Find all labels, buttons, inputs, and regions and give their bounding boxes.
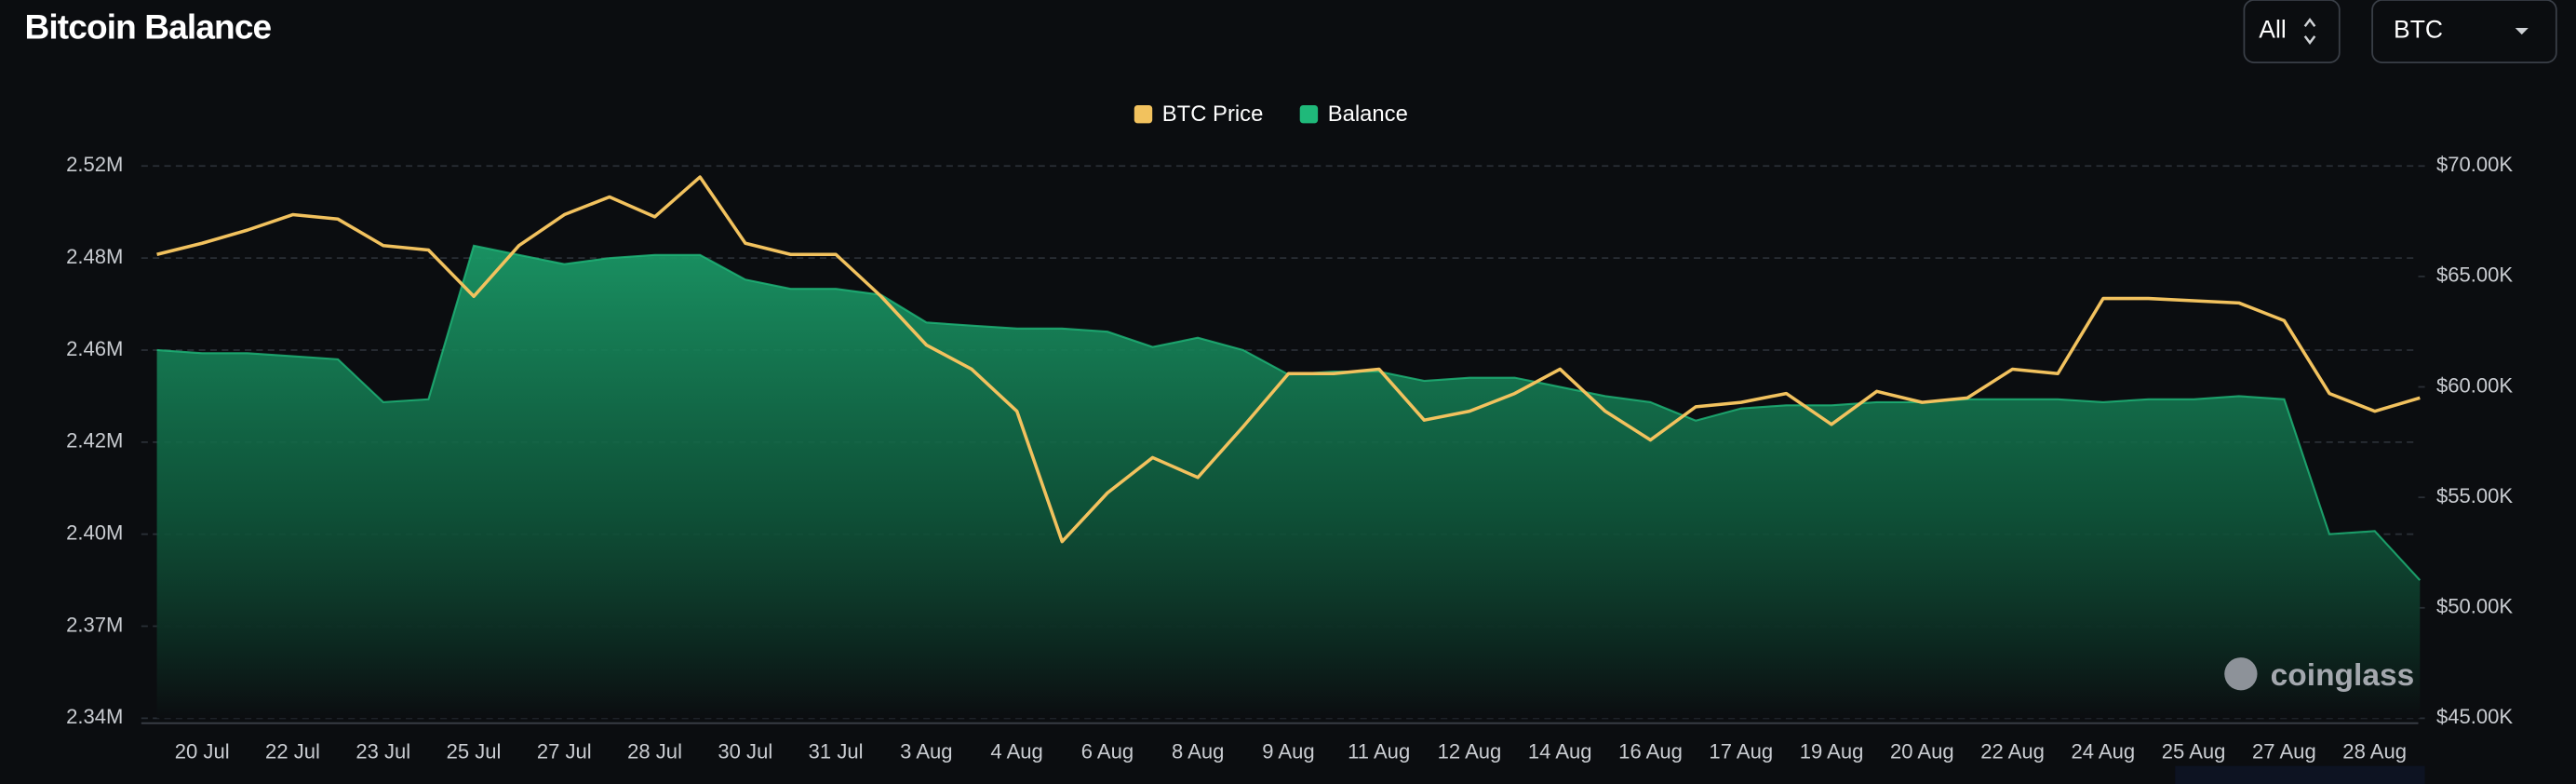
y-tick-label: 2.37M: [66, 613, 123, 636]
range-select-icon: [2303, 18, 2316, 45]
y2-tick-label: $70.00K: [2436, 153, 2513, 176]
x-tick-label: 28 Jul: [627, 739, 682, 763]
scroll-hint: [2175, 765, 2425, 784]
legend-swatch: [1299, 104, 1319, 124]
y-tick-label: 2.34M: [66, 705, 123, 728]
y-tick-label: 2.46M: [66, 337, 123, 360]
legend-label: Balance: [1328, 101, 1408, 127]
page-title: Bitcoin Balance: [24, 7, 271, 47]
y2-tick-label: $65.00K: [2436, 264, 2513, 287]
x-tick-label: 25 Aug: [2162, 739, 2226, 763]
y-tick-label: 2.40M: [66, 521, 123, 545]
x-tick-label: 19 Aug: [1800, 739, 1864, 763]
y2-tick-label: $60.00K: [2436, 373, 2513, 397]
x-tick-label: 17 Aug: [1709, 739, 1773, 763]
watermark-logo: [2224, 657, 2258, 691]
watermark-text: coinglass: [2271, 658, 2415, 693]
x-tick-label: 31 Jul: [809, 739, 864, 763]
y-tick-label: 2.52M: [66, 153, 123, 176]
x-tick-label: 23 Jul: [356, 739, 410, 763]
x-tick-label: 9 Aug: [1262, 739, 1314, 763]
x-tick-label: 12 Aug: [1438, 739, 1502, 763]
x-tick-label: 14 Aug: [1528, 739, 1592, 763]
x-tick-label: 16 Aug: [1618, 739, 1683, 763]
x-tick-label: 24 Aug: [2072, 739, 2136, 763]
range-select[interactable]: All: [2243, 0, 2341, 63]
x-tick-label: 27 Aug: [2252, 739, 2316, 763]
x-tick-label: 22 Jul: [265, 739, 320, 763]
x-tick-label: 22 Aug: [1980, 739, 2045, 763]
legend-label: BTC Price: [1162, 101, 1264, 127]
legend-swatch: [1134, 104, 1153, 124]
x-tick-label: 25 Jul: [447, 739, 502, 763]
y2-tick-label: $45.00K: [2436, 705, 2513, 728]
asset-select-box[interactable]: [2371, 0, 2557, 63]
x-tick-label: 20 Jul: [175, 739, 230, 763]
asset-select-icon: [2515, 28, 2529, 35]
x-tick-label: 27 Jul: [537, 739, 592, 763]
y2-tick-label: $50.00K: [2436, 595, 2513, 618]
y-tick-label: 2.42M: [66, 429, 123, 453]
range-select-box[interactable]: [2243, 0, 2341, 63]
x-tick-label: 30 Jul: [718, 739, 772, 763]
watermark: coinglass: [2224, 657, 2414, 693]
y-tick-label: 2.48M: [66, 245, 123, 268]
asset-select[interactable]: BTC: [2371, 0, 2557, 63]
y2-tick-label: $55.00K: [2436, 484, 2513, 507]
x-tick-label: 6 Aug: [1081, 739, 1134, 763]
x-tick-label: 11 Aug: [1348, 739, 1410, 763]
price-line: [156, 175, 2421, 544]
balance-area: [156, 245, 2421, 719]
x-tick-label: 28 Aug: [2342, 739, 2407, 763]
asset-select-label[interactable]: BTC: [2394, 16, 2443, 44]
x-tick-label: 3 Aug: [900, 739, 952, 763]
range-select-label[interactable]: All: [2259, 16, 2286, 44]
x-tick-label: 8 Aug: [1172, 739, 1224, 763]
x-tick-label: 20 Aug: [1890, 739, 1954, 763]
x-tick-label: 4 Aug: [990, 739, 1042, 763]
